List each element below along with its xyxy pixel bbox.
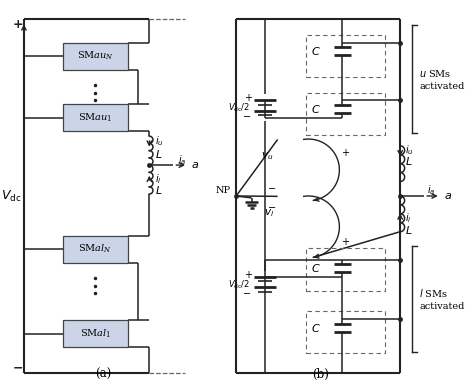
Text: +: +: [244, 93, 252, 103]
Text: $i_l$: $i_l$: [405, 211, 411, 225]
Text: $V_{\rm dc}/2$: $V_{\rm dc}/2$: [228, 278, 250, 291]
Text: $C$: $C$: [311, 262, 321, 274]
Text: $i_l$: $i_l$: [155, 173, 162, 187]
Text: $L$: $L$: [405, 224, 412, 236]
Text: $V_{\rm dc}/2$: $V_{\rm dc}/2$: [228, 101, 250, 114]
Text: $v_u$: $v_u$: [261, 151, 274, 162]
Text: $V_{\rm dc}$: $V_{\rm dc}$: [1, 188, 21, 204]
Text: SM$al_1$: SM$al_1$: [80, 328, 111, 340]
Text: $a$: $a$: [444, 191, 452, 201]
Bar: [63, 104, 128, 131]
Text: −: −: [268, 184, 276, 194]
Text: $i_a$: $i_a$: [427, 183, 436, 197]
Text: SM$au_1$: SM$au_1$: [78, 111, 112, 124]
Text: (a): (a): [95, 368, 111, 381]
Text: $L$: $L$: [155, 147, 163, 160]
Bar: [306, 35, 385, 77]
Text: (b): (b): [312, 368, 328, 381]
Text: $u$ SMs
activated: $u$ SMs activated: [419, 68, 465, 91]
Text: −: −: [13, 361, 23, 374]
Text: $a$: $a$: [191, 160, 199, 170]
Text: $C$: $C$: [311, 45, 321, 57]
Text: $L$: $L$: [405, 155, 412, 167]
Text: $C$: $C$: [311, 103, 321, 115]
Text: $L$: $L$: [155, 184, 163, 196]
Bar: [306, 248, 385, 291]
Bar: [306, 311, 385, 353]
Text: $i_u$: $i_u$: [155, 134, 164, 148]
Text: $v_l$: $v_l$: [264, 208, 274, 219]
Bar: [63, 235, 128, 262]
Text: $C$: $C$: [311, 322, 321, 334]
Text: SM$au_N$: SM$au_N$: [77, 50, 114, 62]
Text: +: +: [341, 237, 349, 247]
Text: NP: NP: [215, 186, 230, 195]
Bar: [306, 93, 385, 135]
Text: +: +: [341, 147, 349, 158]
Text: −: −: [268, 203, 276, 213]
Text: +: +: [13, 18, 23, 31]
Text: $i_a$: $i_a$: [178, 153, 187, 167]
Text: +: +: [244, 270, 252, 280]
Bar: [63, 321, 128, 348]
Bar: [63, 43, 128, 70]
Text: −: −: [244, 112, 252, 122]
Text: $l$ SMs
activated: $l$ SMs activated: [419, 287, 465, 311]
Text: −: −: [244, 289, 252, 299]
Text: $i_u$: $i_u$: [405, 143, 414, 156]
Text: SM$al_N$: SM$al_N$: [79, 243, 112, 255]
